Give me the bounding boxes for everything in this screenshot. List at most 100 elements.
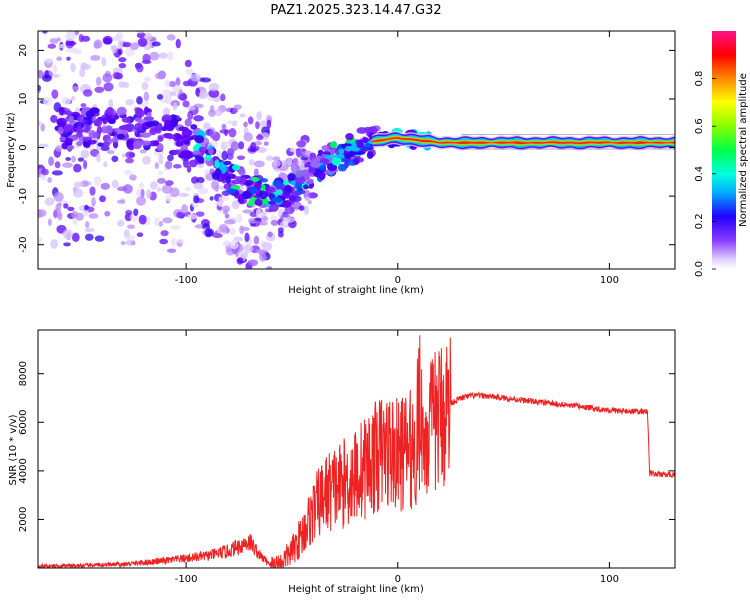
spectral-blob [70,96,76,101]
spectral-blob [184,118,192,127]
spectral-blob [237,141,245,150]
spectral-blob [71,155,76,163]
spectral-blob [104,210,111,217]
spectral-blob [162,89,173,99]
spectral-blob [92,17,98,24]
spectral-blob [143,76,152,83]
spectral-blob [223,160,232,166]
spectral-blob [232,164,241,171]
spectral-blob [203,169,210,175]
spectral-blob [129,42,139,51]
spectral-blob [181,204,188,214]
spectral-blob [65,40,77,46]
spectral-blob [208,109,216,117]
spectral-blob [179,93,188,101]
spectral-blob [138,214,147,225]
spectral-blob [167,51,174,61]
spectral-blob [102,117,108,125]
spectral-blob [66,145,75,150]
spectral-blob [96,152,101,163]
spectral-blob [294,175,306,185]
spectral-blob [122,184,133,194]
spectral-blob [154,72,166,80]
colorbar-tick-label: 0.8 [694,71,705,87]
spectral-blob [291,191,300,196]
spectral-blob [214,168,222,177]
spectral-blob [118,57,127,63]
spectrogram-frame [37,30,676,270]
spectral-blob [324,154,332,159]
spectral-blob [319,164,326,171]
spectral-blob [259,178,269,183]
spectral-blob [118,81,126,88]
spectral-blob [137,21,148,30]
spectral-blob [38,85,42,92]
spectral-blob [166,34,176,41]
spectral-blob [175,77,181,86]
spectral-blob [157,136,164,142]
spectral-blob [117,39,123,50]
spectral-blob [56,56,63,62]
spectral-blob [175,38,181,49]
spectral-blob [253,168,259,178]
spectral-blob [166,125,174,132]
spectral-blob [56,202,62,207]
spectral-blob [114,33,122,42]
spectral-blob [53,210,58,219]
spectral-blob [184,186,191,192]
spectral-blob [356,141,364,149]
spectral-blob [208,82,220,92]
spectral-blob [223,219,235,225]
spectral-blob [133,208,139,217]
spectral-blob [295,170,304,178]
spectral-blob [310,157,319,167]
spectral-blob [93,41,101,49]
spectral-blob [204,228,214,237]
spectral-blob [123,169,133,176]
spectral-blob [296,140,307,148]
spectral-blob [186,213,198,220]
spectral-blob [63,110,73,116]
spectral-blob [38,120,42,126]
spectral-blob [63,203,69,209]
spectral-blob [80,149,90,159]
spectral-blob [78,33,84,43]
spectrogram-xtick-label: -100 [175,275,198,286]
spectral-blob [345,133,354,141]
spectral-blob [48,13,55,17]
spectral-blob [190,73,201,82]
snr-series-line [38,335,675,568]
spectral-blob [47,218,52,226]
spectral-blob [139,149,147,154]
spectral-blob [211,180,220,190]
carrier-band-layer [372,137,675,145]
spectral-blob [269,203,279,212]
spectral-blob [161,126,167,132]
spectral-blob [149,181,158,190]
spectral-blob [158,221,163,227]
spectral-blob [111,155,119,163]
spectral-blob [142,53,151,64]
spectral-blob [121,153,127,158]
spectral-blob [71,210,79,219]
spectral-blob [62,229,74,240]
spectral-blob [100,182,110,190]
spectral-blob [92,20,99,29]
spectral-blob [136,196,147,206]
spectral-blob [209,129,215,139]
spectral-blob [187,105,197,111]
snr-ticks: -100 0 100 2000 4000 6000 8000 [18,330,675,585]
spectral-blob [122,42,132,48]
spectral-blob [71,232,80,243]
spectral-blob [243,244,254,253]
spectral-blob [145,189,152,199]
spectral-blob [297,158,302,163]
chart-title: PAZ1.2025.323.14.47.G32 [270,3,441,18]
spectral-blob [255,121,260,130]
spectral-blob [243,132,253,142]
spectral-blob [180,144,188,153]
spectral-blob [148,140,160,147]
spectral-blob [125,235,136,240]
spectral-blob [302,184,309,190]
spectral-blob [188,159,198,168]
